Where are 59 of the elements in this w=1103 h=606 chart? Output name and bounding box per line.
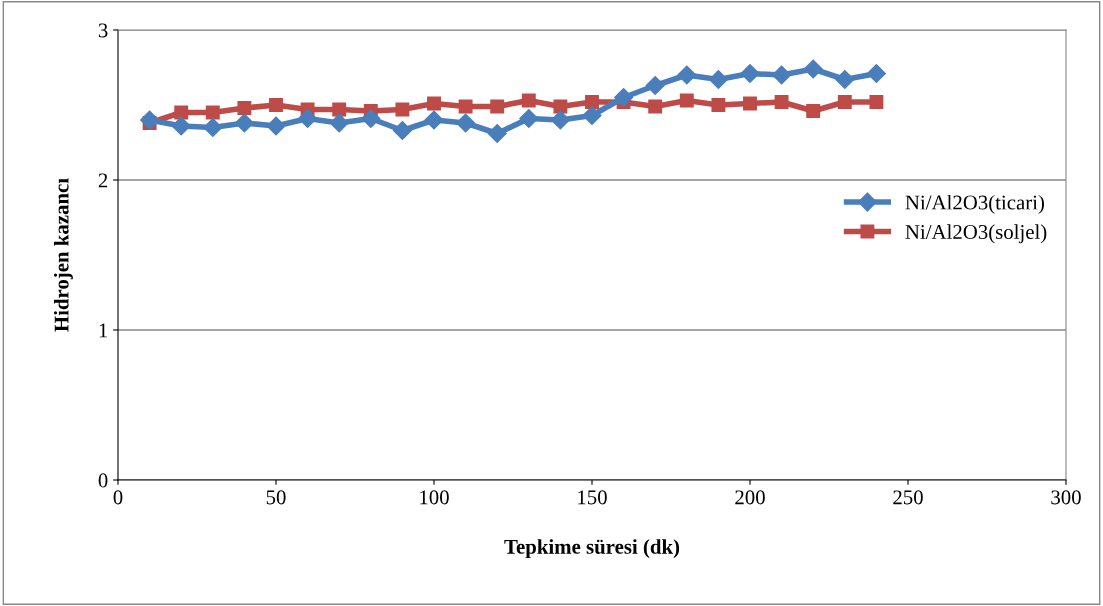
point <box>553 99 568 114</box>
point <box>205 105 220 120</box>
point <box>392 120 412 141</box>
point <box>677 65 697 85</box>
point <box>487 123 507 144</box>
point <box>835 69 855 90</box>
point <box>424 110 444 130</box>
point <box>711 98 726 112</box>
point <box>803 59 823 79</box>
y-tick-label: 1 <box>99 323 108 338</box>
point <box>456 113 476 133</box>
point <box>740 63 760 84</box>
x-tick-label: 200 <box>735 490 765 505</box>
point <box>234 113 254 133</box>
x-tick-label: 50 <box>266 490 286 505</box>
point <box>614 87 634 108</box>
point <box>837 95 852 109</box>
point <box>869 95 884 109</box>
y-tick-label: 0 <box>98 473 108 488</box>
point <box>329 113 349 133</box>
point <box>648 99 663 114</box>
point <box>743 96 757 111</box>
point <box>582 105 602 126</box>
x-tick-label: 0 <box>113 490 123 505</box>
legend-label: Ni/Al2O3(ticari) <box>905 194 1044 214</box>
point <box>708 69 728 90</box>
y-tick-label: 2 <box>98 173 108 188</box>
point <box>774 95 789 109</box>
point <box>519 108 539 129</box>
point <box>171 116 191 136</box>
x-tick-label: 150 <box>578 490 607 505</box>
point <box>550 110 570 130</box>
point <box>772 65 792 85</box>
point <box>395 102 410 117</box>
x-tick-label: 100 <box>420 490 449 505</box>
point <box>140 110 160 130</box>
point <box>645 75 665 96</box>
point <box>521 93 536 108</box>
point <box>266 116 286 136</box>
point <box>585 95 599 109</box>
point <box>203 117 223 138</box>
point <box>458 99 473 114</box>
point <box>679 93 694 108</box>
x-tick-label: 300 <box>1051 490 1081 505</box>
point <box>866 63 886 84</box>
point <box>298 108 318 129</box>
x-tick-label: 250 <box>893 490 923 505</box>
point <box>332 102 347 117</box>
point <box>806 104 821 118</box>
point <box>361 108 381 129</box>
x-axis-title: Tepkime süresi (dk) <box>504 539 680 559</box>
y-axis-title: Hidrojen kazancı <box>53 178 73 332</box>
legend-label: Ni/Al2O3(soljel) <box>905 224 1047 244</box>
point <box>490 99 505 114</box>
point <box>427 96 441 111</box>
point <box>237 101 252 115</box>
y-tick-label: 3 <box>98 23 108 38</box>
point <box>269 98 283 112</box>
point <box>174 105 189 120</box>
